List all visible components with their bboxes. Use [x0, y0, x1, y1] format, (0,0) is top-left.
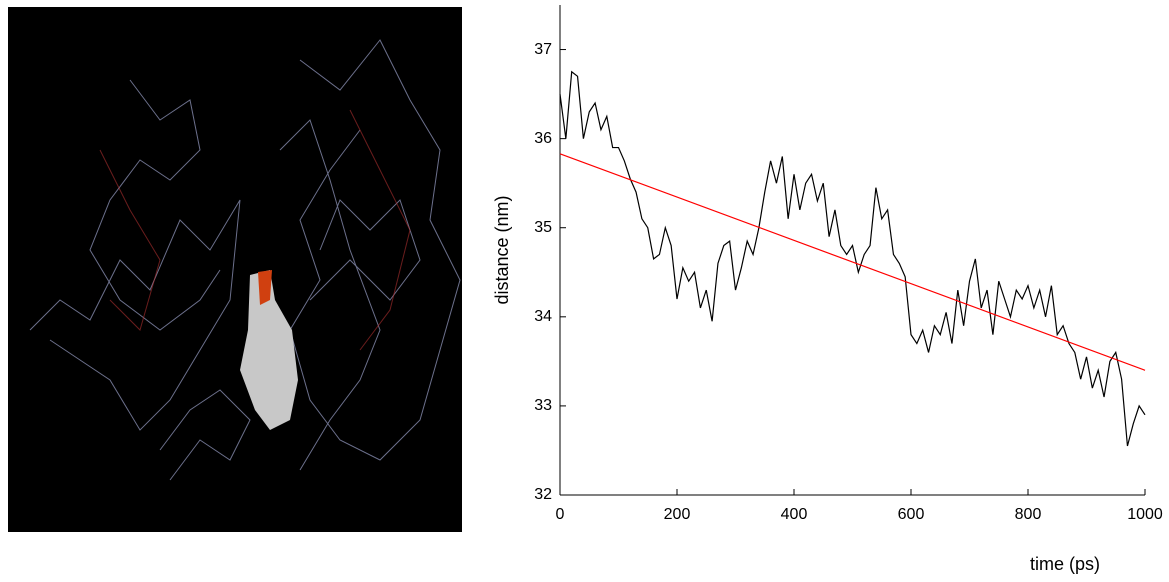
series-line [559, 70, 1146, 447]
x-tick-label: 0 [556, 506, 565, 523]
y-tick-label: 37 [534, 41, 552, 58]
surface-blob [240, 270, 298, 430]
molecule-wireframe [29, 39, 461, 481]
x-tick-label: 200 [664, 506, 691, 523]
y-tick-label: 36 [534, 130, 552, 147]
x-axis-label: time (ps) [1030, 554, 1100, 574]
y-tick-label: 32 [534, 486, 552, 503]
x-tick-label: 600 [898, 506, 925, 523]
y-tick-label: 34 [534, 308, 552, 325]
molecule-oxygen [99, 109, 411, 351]
y-tick-label: 33 [534, 397, 552, 414]
surface-hotspot [258, 270, 272, 305]
series-line [559, 153, 1146, 371]
molecule-image [8, 7, 462, 532]
x-tick-label: 800 [1015, 506, 1042, 523]
y-axis-label: distance (nm) [492, 195, 512, 304]
y-tick-label: 35 [534, 219, 552, 236]
x-tick-label: 400 [781, 506, 808, 523]
image-background [8, 7, 462, 532]
chart: distance (nm) time (ps) 32 33 34 35 36 37 0 200… [492, 5, 1163, 574]
x-tick-label: 1000 [1127, 506, 1163, 523]
